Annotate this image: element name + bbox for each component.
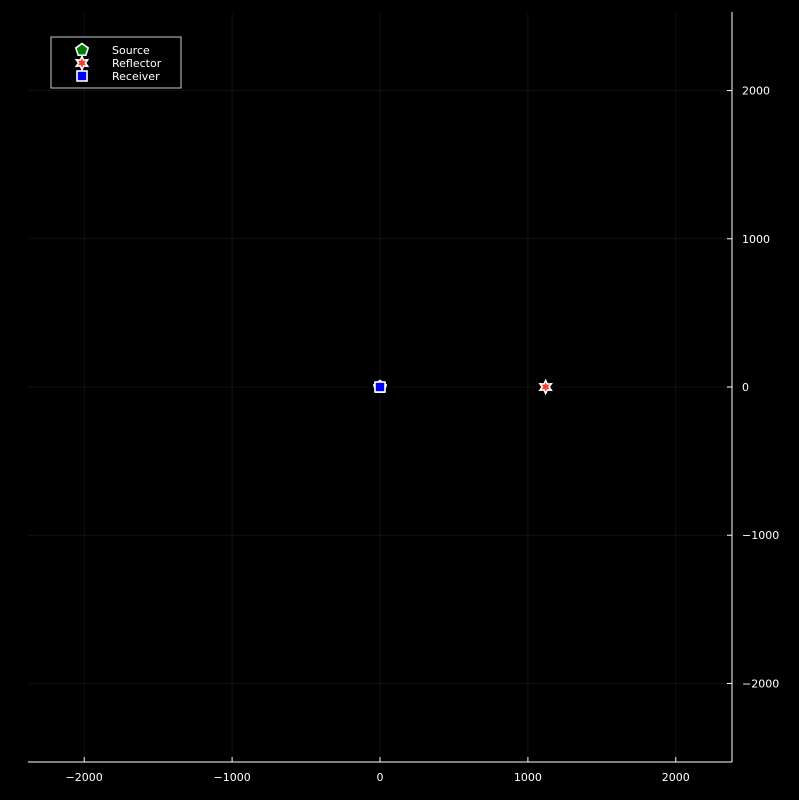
legend-reflector-marker [74, 54, 90, 72]
x-tick-label: 1000 [514, 771, 542, 784]
x-axis-ticks: −2000 −1000 0 1000 2000 [66, 757, 690, 784]
x-tick-label: 0 [377, 771, 384, 784]
grid-lines [28, 12, 732, 762]
x-tick-label: 2000 [662, 771, 690, 784]
y-tick-label: 1000 [742, 233, 770, 246]
legend-source-label: Source [112, 44, 150, 57]
receiver-point [374, 381, 386, 393]
data-points [372, 378, 553, 396]
y-tick-label: −1000 [742, 529, 779, 542]
y-tick-label: 2000 [742, 85, 770, 98]
y-axis-ticks: −2000 −1000 0 1000 2000 [727, 85, 779, 690]
reflector-point [538, 378, 553, 396]
legend-box [50, 36, 182, 89]
legend-receiver-label: Receiver [112, 70, 160, 83]
x-tick-label: −2000 [66, 771, 103, 784]
y-tick-label: −2000 [742, 677, 779, 690]
legend-receiver-marker [76, 70, 88, 82]
x-tick-label: −1000 [213, 771, 250, 784]
y-tick-label: 0 [742, 381, 749, 394]
legend-reflector-label: Reflector [112, 57, 162, 70]
